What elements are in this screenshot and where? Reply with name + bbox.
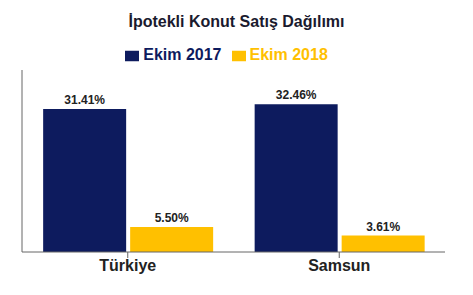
- html-text:Ekim 2017: Ekim 2017: [143, 46, 222, 63]
- html-text:Ekim 2018: Ekim 2018: [249, 46, 328, 63]
- svg-text:Samsun: Samsun: [308, 257, 370, 274]
- svg-text:32.46%: 32.46%: [276, 88, 317, 102]
- svg-text:Türkiye: Türkiye: [99, 257, 156, 274]
- svg-text:5.50%: 5.50%: [155, 211, 189, 225]
- svg-text:3.61%: 3.61%: [366, 220, 400, 234]
- html-text:İpotekli Konut Satış Dağılımı: İpotekli Konut Satış Dağılımı: [128, 13, 345, 30]
- svg-text:31.41%: 31.41%: [64, 93, 105, 107]
